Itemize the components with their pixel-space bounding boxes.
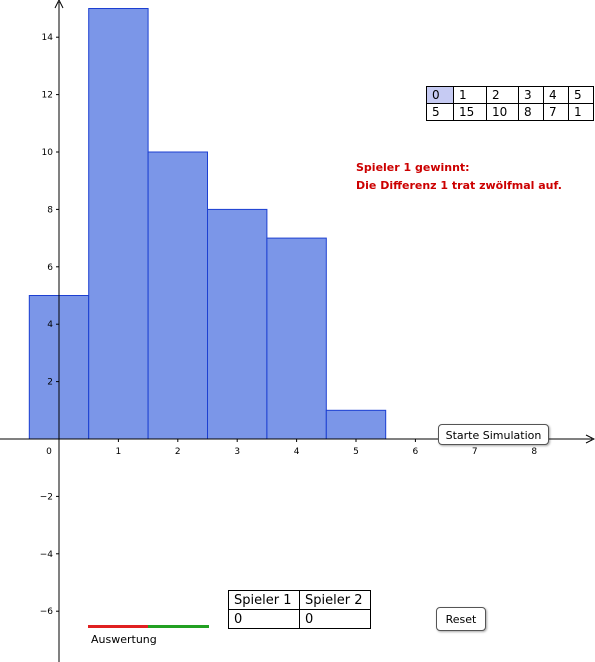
x-tick-label-7: 7: [472, 447, 478, 457]
x-axis-arrow: [585, 434, 595, 444]
player-score-table: Spieler 1 Spieler 2 0 0: [228, 590, 371, 629]
histogram-bar-2: [147, 151, 209, 440]
y-tick-label--2: −2: [40, 492, 53, 502]
frequency-value-4[interactable]: 7: [543, 103, 569, 121]
x-tick-label-8: 8: [531, 447, 537, 457]
frequency-value-0[interactable]: 5: [426, 103, 454, 121]
frequency-header-1[interactable]: 1: [453, 86, 487, 104]
evaluation-label: Auswertung: [91, 633, 157, 646]
y-tick-label-12: 12: [42, 91, 53, 101]
frequency-header-0[interactable]: 0: [426, 86, 454, 104]
histogram-bar-5: [325, 409, 387, 440]
x-tick-label-2: 2: [175, 447, 181, 457]
y-tick-label-14: 14: [42, 33, 54, 43]
player-1-score[interactable]: 0: [228, 609, 300, 629]
y-tick-label-6: 6: [47, 263, 53, 273]
result-winner-text: Spieler 1 gewinnt:: [356, 161, 470, 174]
frequency-table-value-row: 5 15 10 8 7 1: [426, 103, 594, 121]
evaluation-bar-player-2: [148, 625, 209, 628]
frequency-table-header-row: 0 1 2 3 4 5: [426, 86, 594, 104]
result-difference-text: Die Differenz 1 trat zwölfmal auf.: [356, 179, 562, 192]
result-message: Spieler 1 gewinnt: Die Differenz 1 trat …: [356, 159, 562, 195]
y-tick-label-10: 10: [42, 148, 54, 158]
x-tick-label-6: 6: [413, 447, 419, 457]
player-1-header: Spieler 1: [228, 590, 300, 610]
y-axis-arrow: [54, 0, 64, 9]
frequency-header-5[interactable]: 5: [568, 86, 594, 104]
frequency-header-3[interactable]: 3: [518, 86, 544, 104]
y-tick-label-4: 4: [47, 320, 53, 330]
evaluation-bar-player-1: [88, 625, 148, 628]
y-tick-label--6: −6: [40, 607, 54, 617]
histogram-bar-3: [207, 208, 268, 440]
frequency-table: 0 1 2 3 4 5 5 15 10 8 7 1: [426, 86, 594, 121]
reset-button[interactable]: Reset: [436, 607, 486, 631]
y-tick-label-2: 2: [47, 378, 53, 388]
start-simulation-button[interactable]: Starte Simulation: [438, 424, 549, 445]
x-tick-label-4: 4: [294, 447, 300, 457]
frequency-value-3[interactable]: 8: [518, 103, 544, 121]
x-tick-label-3: 3: [234, 447, 240, 457]
frequency-header-4[interactable]: 4: [543, 86, 569, 104]
frequency-header-2[interactable]: 2: [486, 86, 519, 104]
histogram-bar-1: [88, 8, 149, 440]
x-tick-label-5: 5: [353, 447, 359, 457]
x-tick-label-1: 1: [116, 447, 122, 457]
frequency-value-1[interactable]: 15: [453, 103, 487, 121]
player-score-row: 0 0: [228, 609, 371, 629]
frequency-value-5[interactable]: 1: [568, 103, 594, 121]
player-2-score[interactable]: 0: [299, 609, 371, 629]
player-header-row: Spieler 1 Spieler 2: [228, 590, 371, 610]
y-tick-label--4: −4: [40, 550, 54, 560]
histogram-bar-4: [266, 237, 327, 440]
y-tick-label-8: 8: [47, 205, 53, 215]
frequency-value-2[interactable]: 10: [486, 103, 519, 121]
player-2-header: Spieler 2: [299, 590, 371, 610]
x-tick-label-0: 0: [46, 447, 52, 457]
